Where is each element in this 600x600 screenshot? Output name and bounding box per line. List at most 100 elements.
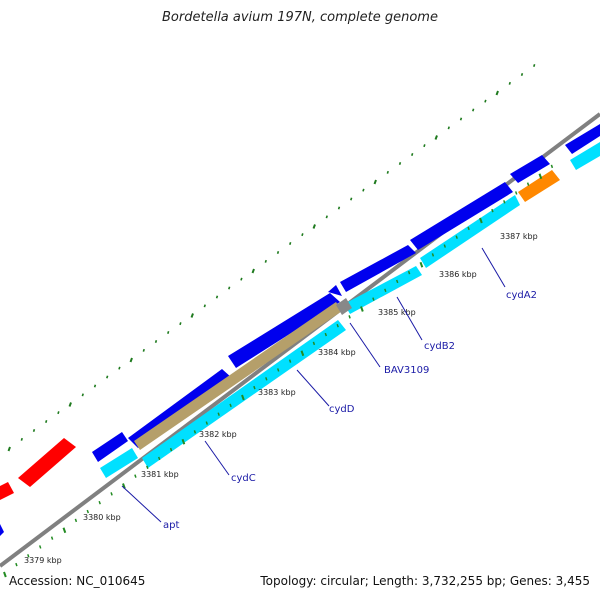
inner-tick — [348, 315, 351, 319]
gene-label: cydC — [231, 473, 256, 484]
inner-tick — [300, 350, 305, 357]
outer-tick — [167, 331, 170, 335]
inner-tick — [110, 492, 113, 496]
outer-tick — [386, 170, 389, 174]
inner-tick — [74, 518, 78, 523]
rna-gene-arrow — [0, 482, 14, 500]
inner-tick — [550, 164, 554, 169]
inner-tick — [134, 474, 137, 478]
rna-gene-arrow — [18, 438, 76, 487]
forward-gene-arrow — [228, 293, 340, 368]
inner-tick — [419, 261, 424, 268]
inner-tick — [265, 377, 268, 381]
inner-tick — [3, 571, 7, 578]
gene-label-leader — [296, 369, 330, 407]
outer-tick — [337, 206, 341, 210]
gene-label: cydB2 — [424, 341, 455, 352]
inner-tick — [360, 306, 364, 312]
outer-tick — [325, 215, 328, 219]
outer-tick — [520, 72, 524, 76]
outer-tick — [7, 446, 11, 452]
outer-tick — [447, 126, 450, 130]
pseudogene-arrow — [134, 302, 342, 450]
outer-tick — [495, 90, 499, 96]
gene-labels: apt cydC cydD BAV3109 cydB2 cydA2 — [121, 247, 537, 531]
outer-ticks — [7, 64, 536, 452]
outer-tick — [240, 277, 243, 281]
accession-text: Accession: NC_010645 — [9, 574, 146, 588]
tick-label: 3384 kbp — [318, 348, 356, 357]
outer-tick — [301, 233, 304, 237]
inner-tick — [169, 447, 173, 452]
outer-tick — [508, 81, 511, 85]
forward-gene-arrow — [328, 285, 342, 296]
outer-tick — [434, 135, 438, 140]
inner-tick — [27, 554, 30, 558]
gene-label-leader — [396, 296, 423, 341]
outer-tick — [203, 304, 206, 308]
forward-gene-arrow — [340, 245, 416, 292]
tick-labels: 3379 kbp 3380 kbp 3381 kbp 3382 kbp 3383 kbp… — [24, 232, 538, 565]
outer-tick — [106, 375, 109, 379]
inner-tick — [491, 208, 494, 213]
inner-tick — [181, 438, 186, 445]
inner-tick — [372, 297, 375, 301]
inner-tick — [395, 279, 399, 284]
outer-tick — [32, 428, 36, 432]
outer-tick — [276, 250, 280, 254]
inner-tick — [443, 244, 447, 248]
gene-label: apt — [163, 520, 179, 531]
outer-tick — [411, 153, 414, 157]
inner-tick — [455, 235, 458, 239]
inner-tick — [205, 421, 209, 425]
inner-tick — [15, 562, 18, 567]
gene-label: cydA2 — [506, 290, 537, 301]
inner-ticks — [3, 164, 554, 578]
inner-tick — [62, 527, 67, 534]
gene-arrow — [0, 524, 4, 536]
inner-tick — [336, 323, 339, 328]
outer-tick — [484, 99, 487, 103]
outer-tick — [362, 188, 365, 192]
outer-tick — [423, 144, 426, 148]
inner-tick — [312, 341, 316, 346]
inner-tick — [276, 368, 280, 372]
outer-tick — [264, 259, 267, 263]
outer-tick — [289, 242, 292, 246]
inner-tick — [407, 270, 411, 275]
reverse-gene-arrow — [100, 448, 138, 478]
inner-tick — [431, 253, 435, 257]
tick-label: 3386 kbp — [439, 270, 477, 279]
inner-tick — [157, 456, 161, 461]
tick-label: 3383 kbp — [258, 388, 296, 397]
inner-tick — [98, 500, 101, 505]
inner-tick — [526, 182, 530, 186]
outer-tick — [57, 411, 60, 415]
outer-tick — [81, 393, 84, 397]
outer-tick — [398, 161, 402, 165]
tick-label: 3387 kbp — [500, 232, 538, 241]
gene-label: cydD — [329, 404, 355, 415]
outer-tick — [228, 286, 231, 290]
gene-label: BAV3109 — [384, 365, 429, 376]
misc-feature-arrow — [518, 170, 560, 202]
reverse-gene-arrow — [570, 142, 600, 170]
backbone-line — [0, 112, 600, 568]
inner-tick — [384, 288, 387, 293]
inner-tick — [324, 332, 328, 337]
inner-tick — [514, 191, 518, 195]
genome-summary: Topology: circular; Length: 3,732,255 bp… — [260, 574, 590, 588]
outer-tick — [45, 420, 48, 424]
inner-tick — [86, 509, 90, 514]
tick-label: 3381 kbp — [141, 470, 179, 479]
feature-track — [0, 124, 600, 536]
inner-tick — [38, 545, 42, 549]
inner-tick — [288, 359, 292, 363]
outer-tick — [190, 313, 194, 318]
outer-tick — [251, 268, 255, 274]
outer-tick — [179, 322, 182, 326]
outer-tick — [312, 224, 316, 229]
outer-tick — [472, 108, 475, 112]
